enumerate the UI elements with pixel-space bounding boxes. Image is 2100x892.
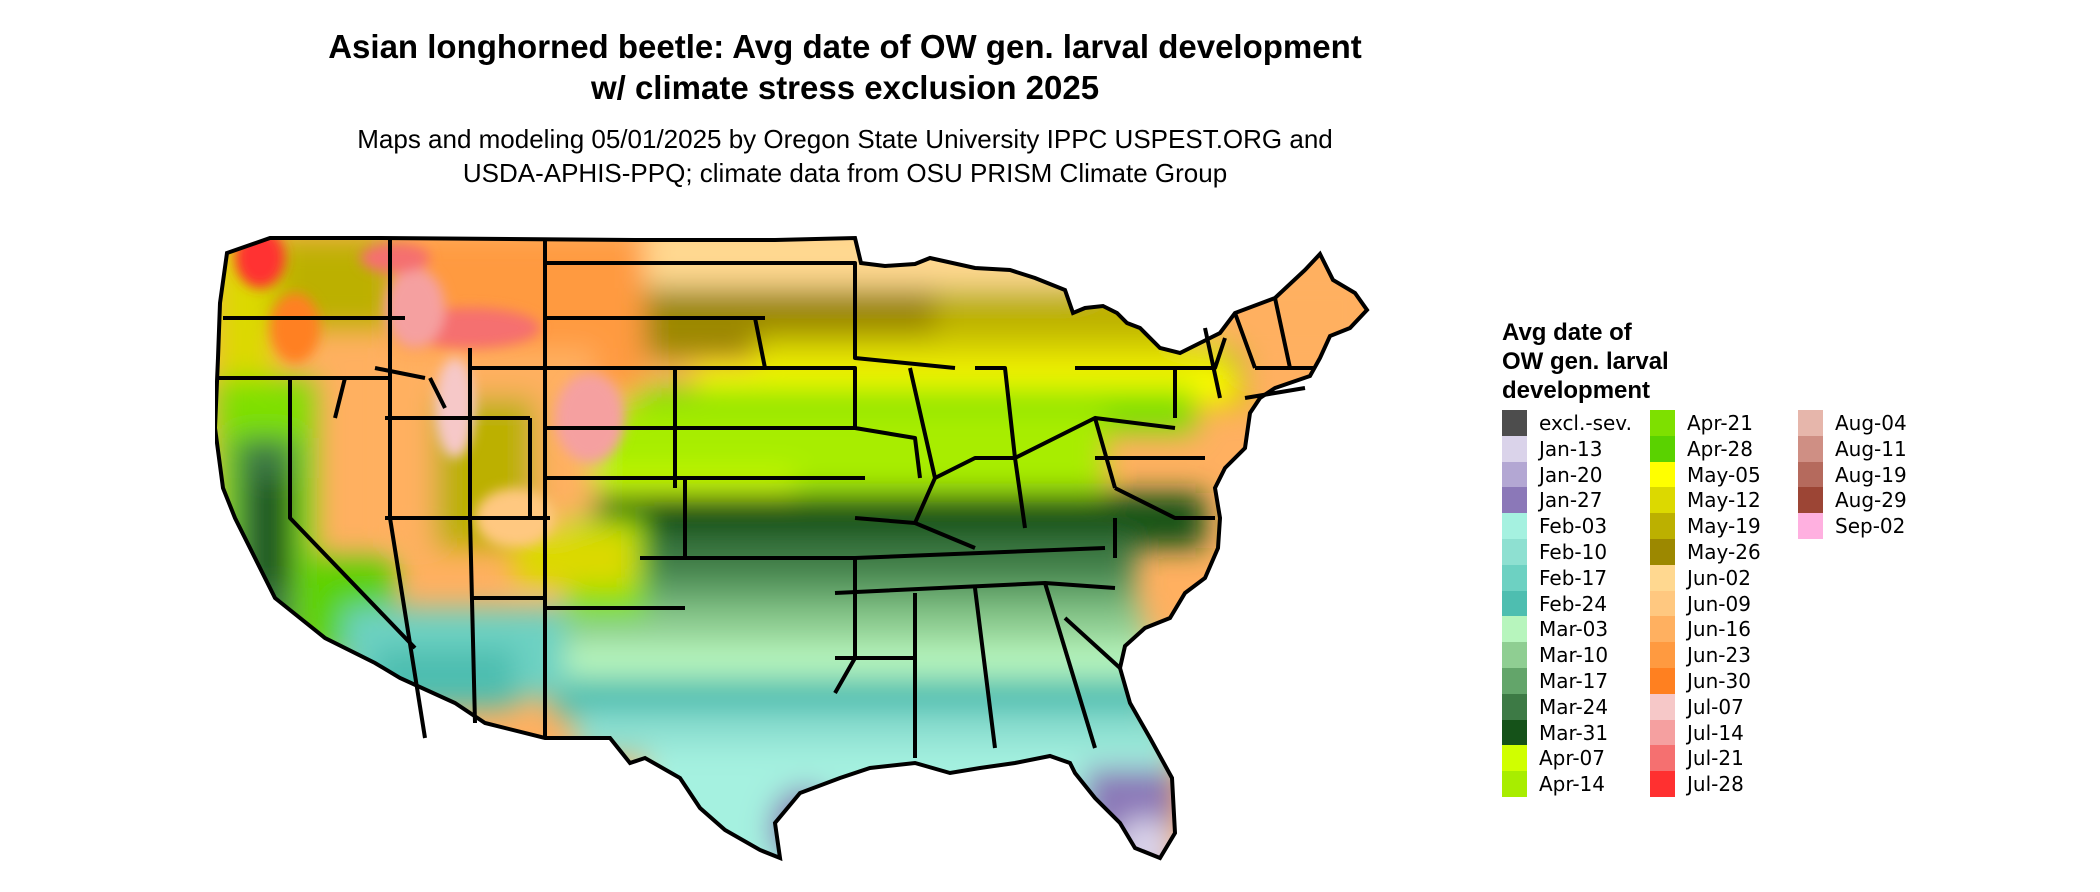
legend-swatch (1650, 719, 1675, 746)
legend-label: May-12 (1687, 488, 1761, 513)
legend-title: Avg date of OW gen. larval development (1502, 318, 1669, 405)
legend-swatch (1650, 461, 1675, 488)
legend-label: Jun-23 (1687, 643, 1751, 668)
legend-swatch (1650, 564, 1675, 591)
map-title: Asian longhorned beetle: Avg date of OW … (0, 26, 1690, 108)
legend-label: May-05 (1687, 462, 1761, 487)
legend-label: Jun-16 (1687, 617, 1751, 642)
legend-label: Jan-27 (1539, 488, 1603, 513)
legend-title-line-3: development (1502, 377, 1651, 404)
legend-label: Jul-28 (1687, 772, 1744, 797)
legend-label: Aug-11 (1835, 436, 1907, 461)
legend-label: Aug-19 (1835, 462, 1907, 487)
legend-swatch (1798, 461, 1823, 488)
legend-swatch (1502, 771, 1527, 798)
legend-swatch (1650, 539, 1675, 565)
legend-swatch (1502, 590, 1527, 617)
legend-label: Mar-17 (1539, 669, 1609, 693)
legend-swatch (1502, 642, 1527, 669)
legend-swatch (1650, 642, 1675, 669)
legend-label: Mar-24 (1539, 694, 1609, 719)
title-line-2: w/ climate stress exclusion 2025 (590, 69, 1100, 106)
legend-swatch (1650, 616, 1675, 643)
legend-label: Apr-14 (1539, 772, 1605, 797)
legend-swatch (1798, 435, 1823, 462)
legend-swatch (1502, 719, 1527, 746)
subtitle-line-2: USDA-APHIS-PPQ; climate data from OSU PR… (462, 158, 1228, 188)
legend-swatch (1798, 487, 1823, 514)
legend-swatch (1502, 564, 1527, 591)
legend-swatch (1650, 590, 1675, 617)
legend-swatch (1650, 513, 1675, 540)
legend-swatch (1502, 693, 1527, 720)
legend-label: Mar-10 (1539, 643, 1609, 668)
legend-swatch (1502, 435, 1527, 462)
legend-title-line-2: OW gen. larval (1502, 348, 1669, 375)
legend-label: Feb-10 (1539, 540, 1608, 564)
legend-label: Feb-03 (1539, 514, 1608, 539)
map-subtitle: Maps and modeling 05/01/2025 by Oregon S… (0, 122, 1690, 190)
legend-label: Apr-21 (1687, 411, 1753, 435)
legend-label: Jan-20 (1539, 462, 1603, 487)
legend-label: Aug-04 (1835, 411, 1907, 435)
legend-label: Jun-02 (1687, 565, 1751, 590)
legend-swatch (1502, 410, 1527, 436)
legend-swatch (1502, 668, 1527, 694)
legend-swatch (1650, 668, 1675, 694)
subtitle-line-1: Maps and modeling 05/01/2025 by Oregon S… (357, 124, 1333, 154)
legend-label: Aug-29 (1835, 488, 1907, 513)
legend-label: Jul-21 (1687, 746, 1744, 771)
state-boundaries (218, 238, 1315, 758)
legend-swatch (1502, 745, 1527, 772)
legend-swatch (1650, 745, 1675, 772)
legend-swatch (1502, 539, 1527, 565)
legend: excl.-sev. Jan-13 Jan-20 Jan-27 Feb-03 Feb-10… (1502, 410, 1942, 810)
legend-label: Feb-24 (1539, 591, 1608, 616)
legend-label: Feb-17 (1539, 565, 1608, 590)
legend-label: Jul-07 (1687, 694, 1744, 719)
legend-label: Jan-13 (1539, 436, 1603, 461)
legend-label: Mar-31 (1539, 720, 1609, 745)
legend-swatch (1650, 487, 1675, 514)
legend-label: Jul-14 (1687, 720, 1744, 745)
legend-swatch (1502, 616, 1527, 643)
legend-swatch (1502, 487, 1527, 514)
legend-swatch (1502, 461, 1527, 488)
legend-swatch (1650, 435, 1675, 462)
legend-swatch (1798, 513, 1823, 540)
legend-swatch (1798, 410, 1823, 436)
legend-swatch (1650, 771, 1675, 798)
legend-label: Sep-02 (1835, 514, 1906, 539)
legend-label: May-19 (1687, 514, 1761, 539)
legend-label: May-26 (1687, 540, 1761, 564)
legend-label: Jun-30 (1687, 669, 1751, 693)
title-line-1: Asian longhorned beetle: Avg date of OW … (328, 28, 1362, 65)
legend-label: Apr-07 (1539, 746, 1605, 771)
legend-label: Apr-28 (1687, 436, 1753, 461)
legend-title-line-1: Avg date of (1502, 319, 1632, 346)
legend-label: Jun-09 (1687, 591, 1751, 616)
legend-swatch (1502, 513, 1527, 540)
us-larval-development-map (215, 236, 1369, 860)
legend-swatch (1650, 693, 1675, 720)
legend-label: excl.-sev. (1539, 411, 1632, 435)
legend-label: Mar-03 (1539, 617, 1609, 642)
legend-swatch (1650, 410, 1675, 436)
